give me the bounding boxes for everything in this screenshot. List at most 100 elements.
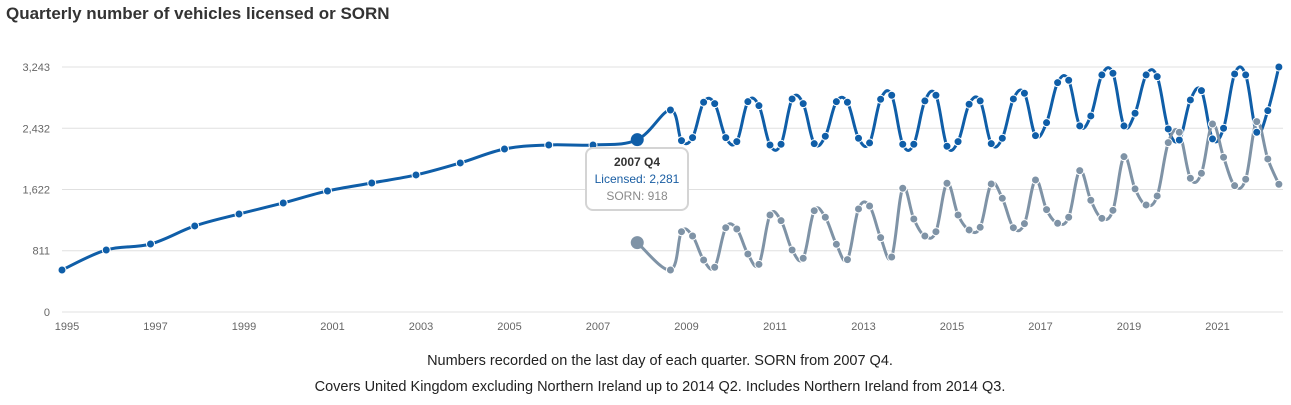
sorn-point: [798, 253, 808, 263]
licensed-point: [898, 139, 908, 149]
sorn-point: [975, 222, 985, 232]
licensed-point: [1241, 70, 1251, 80]
licensed-point: [809, 139, 819, 149]
licensed-point: [323, 186, 332, 196]
licensed-point: [765, 140, 775, 150]
licensed-point: [942, 141, 952, 151]
sorn-point: [1008, 223, 1018, 233]
licensed-point: [677, 136, 686, 146]
sorn-point: [1152, 191, 1162, 201]
sorn-point: [721, 223, 731, 233]
sorn-point: [787, 245, 797, 255]
x-tick-label: 2013: [851, 321, 875, 333]
sorn-point: [865, 201, 875, 211]
licensed-point: [1219, 123, 1229, 133]
y-tick-label: 0: [44, 307, 50, 319]
sorn-point: [732, 224, 742, 234]
licensed-point: [1152, 72, 1162, 82]
licensed-point: [787, 94, 797, 104]
x-tick-label: 2009: [674, 321, 698, 333]
sorn-point: [1141, 200, 1151, 210]
sorn-point: [1163, 138, 1173, 148]
sorn-point: [699, 255, 709, 265]
licensed-point: [500, 144, 509, 154]
licensed-point: [876, 94, 886, 104]
sorn-point: [688, 231, 698, 241]
licensed-point: [101, 245, 111, 255]
licensed-point: [732, 137, 742, 147]
x-tick-label: 2015: [940, 321, 964, 333]
x-tick-label: 2007: [586, 321, 610, 333]
sorn-point: [831, 239, 841, 249]
sorn-point: [986, 179, 996, 189]
sorn-point: [1196, 168, 1206, 178]
sorn-point: [1252, 117, 1262, 127]
licensed-point: [1230, 69, 1240, 79]
tooltip-title: 2007 Q4: [613, 155, 661, 169]
licensed-point: [931, 90, 941, 100]
sorn-point: [1174, 127, 1184, 137]
licensed-point: [544, 140, 554, 150]
sorn-point: [942, 178, 952, 188]
licensed-point: [1086, 111, 1096, 121]
licensed-point: [1208, 134, 1217, 144]
tooltip-sorn: SORN: 918: [606, 189, 668, 203]
sorn-point: [876, 233, 886, 243]
licensed-point: [1031, 131, 1040, 141]
y-tick-label: 2,432: [22, 123, 50, 135]
sorn-point: [1108, 205, 1118, 215]
licensed-point: [776, 139, 786, 149]
licensed-point: [190, 221, 200, 231]
x-tick-label: 1997: [143, 321, 167, 333]
licensed-point: [57, 265, 67, 275]
sorn-point: [920, 231, 930, 241]
sorn-point: [677, 227, 686, 237]
y-tick-label: 1,622: [22, 184, 50, 196]
licensed-point: [1163, 124, 1173, 134]
licensed-point: [1141, 70, 1151, 80]
licensed-point: [699, 97, 709, 107]
x-tick-label: 2019: [1117, 321, 1141, 333]
sorn-point: [765, 210, 775, 220]
chart-title: Quarterly number of vehicles licensed or…: [6, 4, 390, 23]
sorn-point: [1097, 213, 1107, 223]
sorn-point: [931, 227, 941, 237]
licensed-point: [1108, 68, 1118, 78]
licensed-point: [1130, 108, 1140, 118]
sorn-point: [854, 204, 863, 214]
x-tick-label: 1995: [55, 321, 79, 333]
tooltip: 2007 Q4 Licensed: 2,281 SORN: 918: [585, 147, 689, 211]
y-tick-label: 3,243: [22, 62, 50, 74]
licensed-point: [665, 105, 675, 115]
sorn-point: [997, 193, 1007, 203]
licensed-point: [234, 209, 244, 219]
sorn-point: [665, 265, 675, 275]
licensed-point: [630, 133, 644, 147]
licensed-point: [278, 198, 288, 208]
licensed-point: [411, 170, 421, 180]
sorn-point: [1053, 218, 1063, 228]
sorn-point: [1241, 174, 1251, 184]
sorn-point: [1064, 212, 1074, 222]
licensed-point: [1097, 70, 1107, 80]
licensed-point: [1174, 135, 1184, 145]
licensed-point: [721, 133, 731, 143]
x-tick-label: 2011: [763, 321, 787, 333]
licensed-point: [455, 158, 465, 168]
licensed-point: [1042, 118, 1052, 128]
licensed-point: [710, 99, 720, 109]
footnote-2: Covers United Kingdom excluding Northern…: [314, 379, 1006, 395]
licensed-point: [1274, 62, 1284, 72]
x-tick-label: 1999: [232, 321, 256, 333]
sorn-point: [1230, 181, 1240, 191]
sorn-point: [710, 262, 720, 272]
licensed-point: [1075, 121, 1085, 131]
licensed-point: [1064, 75, 1074, 85]
licensed-point: [146, 239, 155, 249]
licensed-point: [831, 97, 841, 107]
licensed-point: [688, 133, 698, 143]
sorn-point: [1185, 173, 1195, 183]
x-tick-label: 2021: [1205, 321, 1229, 333]
licensed-line: [61, 65, 1281, 272]
